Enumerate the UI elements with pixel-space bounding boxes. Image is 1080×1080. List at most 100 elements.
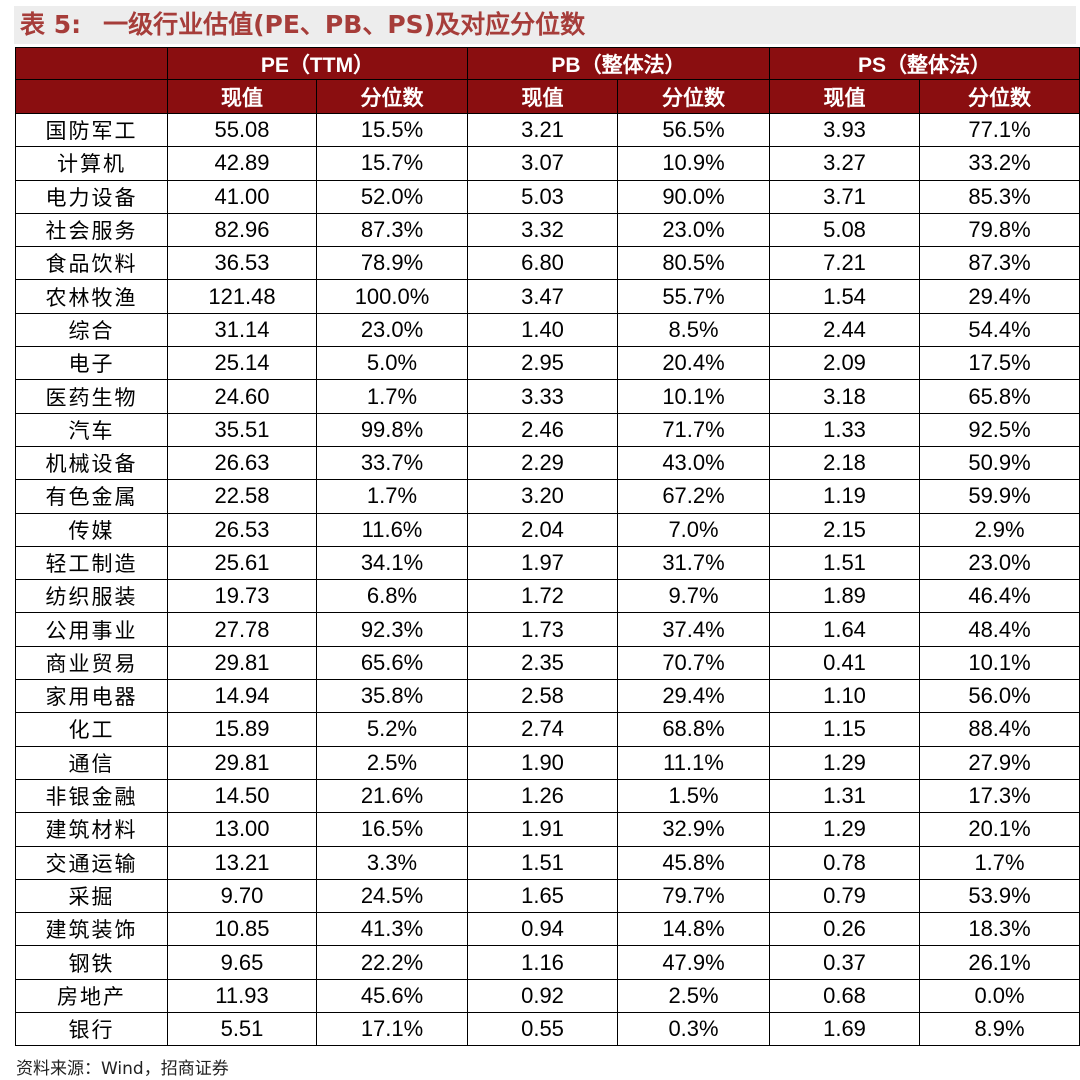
ps-percentile-cell: 23.0% [919,545,1080,581]
ps-value-cell: 0.68 [769,978,921,1014]
table-row: 综合 31.14 23.0% 1.40 8.5% 2.44 54.4% [15,312,1080,348]
pb-percentile-cell: 90.0% [617,179,771,214]
pb-percentile-cell: 20.4% [617,346,771,381]
pb-percentile-cell: 79.7% [617,878,771,914]
pb-percentile-cell: 68.8% [617,712,771,747]
table-row: 计算机 42.89 15.7% 3.07 10.9% 3.27 33.2% [15,146,1080,181]
header-ps-value: 现值 [769,79,921,114]
header-pb-value: 现值 [467,79,619,114]
pb-percentile-cell: 45.8% [617,845,771,880]
ps-percentile-cell: 77.1% [919,112,1080,148]
header-group-row: PE（TTM） PB（整体法） PS（整体法） [15,47,1080,80]
pb-value-cell: 3.47 [467,279,619,314]
pb-value-cell: 1.90 [467,745,619,780]
pb-value-cell: 3.07 [467,146,619,181]
header-corner-sub [15,79,168,114]
pb-percentile-cell: 14.8% [617,912,771,947]
pe-percentile-cell: 16.5% [315,812,469,847]
table-row: 电子 25.14 5.0% 2.95 20.4% 2.09 17.5% [15,346,1080,381]
pe-percentile-cell: 17.1% [315,1012,469,1047]
pb-percentile-cell: 56.5% [617,112,771,148]
ps-percentile-cell: 29.4% [919,279,1080,314]
pb-value-cell: 3.20 [467,479,619,514]
table-row: 公用事业 27.78 92.3% 1.73 37.4% 1.64 48.4% [15,612,1080,647]
pe-percentile-cell: 99.8% [315,412,469,447]
pb-percentile-cell: 11.1% [617,745,771,780]
pb-value-cell: 2.35 [467,645,619,681]
ps-value-cell: 1.33 [769,412,921,447]
pe-value-cell: 29.81 [167,745,317,780]
ps-percentile-cell: 17.5% [919,346,1080,381]
pe-value-cell: 9.70 [167,878,317,914]
ps-value-cell: 1.89 [769,579,921,614]
pb-value-cell: 0.94 [467,912,619,947]
pb-percentile-cell: 10.1% [617,379,771,414]
ps-value-cell: 1.54 [769,279,921,314]
pb-value-cell: 2.95 [467,346,619,381]
industry-cell: 机械设备 [15,445,168,481]
table-number: 表 5: [20,10,82,39]
ps-value-cell: 0.41 [769,645,921,681]
pe-percentile-cell: 21.6% [315,778,469,814]
industry-cell: 社会服务 [15,212,168,248]
table-row: 传媒 26.53 11.6% 2.04 7.0% 2.15 2.9% [15,512,1080,547]
table-row: 通信 29.81 2.5% 1.90 11.1% 1.29 27.9% [15,745,1080,780]
header-pe-percentile: 分位数 [315,79,469,114]
ps-value-cell: 3.18 [769,379,921,414]
table-row: 汽车 35.51 99.8% 2.46 71.7% 1.33 92.5% [15,412,1080,447]
header-corner [15,47,168,80]
ps-value-cell: 2.15 [769,512,921,547]
ps-percentile-cell: 87.3% [919,246,1080,281]
ps-percentile-cell: 10.1% [919,645,1080,681]
industry-cell: 汽车 [15,412,168,447]
industry-cell: 银行 [15,1012,168,1047]
industry-cell: 综合 [15,312,168,348]
ps-percentile-cell: 26.1% [919,945,1080,980]
industry-cell: 建筑装饰 [15,912,168,947]
header-sub-row: 现值 分位数 现值 分位数 现值 分位数 [15,79,1080,114]
pe-value-cell: 27.78 [167,612,317,647]
pe-value-cell: 22.58 [167,479,317,514]
valuation-table: PE（TTM） PB（整体法） PS（整体法） 现值 分位数 现值 分位数 现值… [15,47,1080,1047]
industry-cell: 轻工制造 [15,545,168,581]
industry-cell: 交通运输 [15,845,168,880]
table-row: 电力设备 41.00 52.0% 5.03 90.0% 3.71 85.3% [15,179,1080,214]
pb-percentile-cell: 8.5% [617,312,771,348]
industry-cell: 电力设备 [15,179,168,214]
pb-percentile-cell: 2.5% [617,978,771,1014]
pb-percentile-cell: 55.7% [617,279,771,314]
ps-value-cell: 5.08 [769,212,921,248]
industry-cell: 国防军工 [15,112,168,148]
ps-value-cell: 1.51 [769,545,921,581]
industry-cell: 商业贸易 [15,645,168,681]
pe-percentile-cell: 45.6% [315,978,469,1014]
pe-percentile-cell: 23.0% [315,312,469,348]
ps-value-cell: 1.10 [769,679,921,714]
table-row: 国防军工 55.08 15.5% 3.21 56.5% 3.93 77.1% [15,112,1080,148]
industry-cell: 家用电器 [15,679,168,714]
pe-value-cell: 35.51 [167,412,317,447]
pb-percentile-cell: 67.2% [617,479,771,514]
pe-percentile-cell: 1.7% [315,379,469,414]
pe-value-cell: 121.48 [167,279,317,314]
header-group-ps: PS（整体法） [769,47,1080,80]
ps-value-cell: 0.78 [769,845,921,880]
ps-percentile-cell: 27.9% [919,745,1080,780]
ps-percentile-cell: 54.4% [919,312,1080,348]
pe-percentile-cell: 35.8% [315,679,469,714]
pe-percentile-cell: 15.7% [315,146,469,181]
table-row: 医药生物 24.60 1.7% 3.33 10.1% 3.18 65.8% [15,379,1080,414]
table-body: 国防军工 55.08 15.5% 3.21 56.5% 3.93 77.1% 计算机 42.89… [15,112,1080,1047]
industry-cell: 计算机 [15,146,168,181]
ps-percentile-cell: 50.9% [919,445,1080,481]
pb-percentile-cell: 10.9% [617,146,771,181]
ps-value-cell: 7.21 [769,246,921,281]
ps-value-cell: 2.44 [769,312,921,348]
industry-cell: 农林牧渔 [15,279,168,314]
industry-cell: 化工 [15,712,168,747]
pb-percentile-cell: 0.3% [617,1012,771,1047]
pb-value-cell: 1.73 [467,612,619,647]
pb-value-cell: 1.65 [467,878,619,914]
ps-value-cell: 1.64 [769,612,921,647]
pe-value-cell: 14.50 [167,778,317,814]
